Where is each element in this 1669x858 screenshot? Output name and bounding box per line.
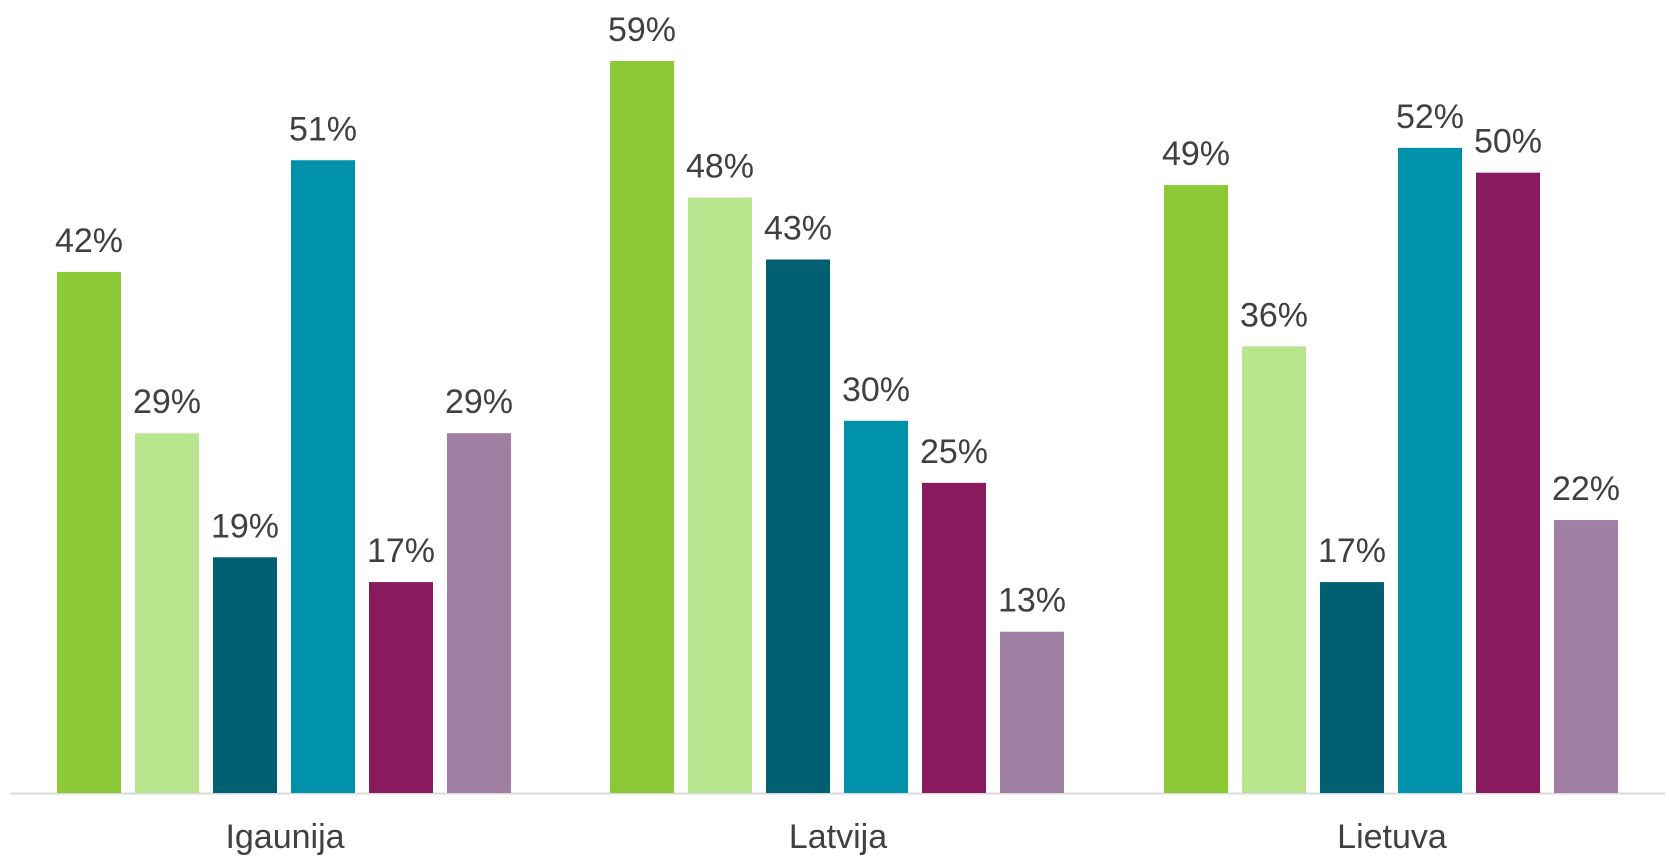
bar-igaunija-series-3 — [213, 557, 277, 793]
bar-lietuva-series-2 — [1242, 346, 1306, 793]
category-label-igaunija: Igaunija — [225, 818, 344, 856]
category-labels-layer: Igaunija Latvija Lietuva — [225, 818, 1446, 856]
value-label-igaunija-series-5: 17% — [367, 532, 435, 570]
bar-latvija-series-2 — [688, 197, 752, 793]
value-label-latvija-series-2: 48% — [686, 147, 754, 185]
value-label-igaunija-series-6: 29% — [445, 383, 513, 421]
value-label-igaunija-series-3: 19% — [211, 507, 279, 545]
value-label-latvija-series-5: 25% — [920, 433, 988, 471]
bar-latvija-series-6 — [1000, 631, 1064, 793]
value-label-igaunija-series-4: 51% — [289, 110, 357, 148]
value-label-igaunija-series-1: 42% — [55, 222, 123, 260]
bar-latvija-series-1 — [610, 61, 674, 793]
category-label-latvija: Latvija — [789, 818, 887, 856]
value-label-lietuva-series-6: 22% — [1552, 470, 1620, 508]
bar-latvija-series-3 — [766, 259, 830, 793]
bar-latvija-series-5 — [922, 482, 986, 793]
bar-igaunija-series-6 — [447, 433, 511, 793]
bar-igaunija-series-1 — [57, 271, 121, 793]
bar-igaunija-series-4 — [291, 160, 355, 793]
bar-igaunija-series-2 — [135, 433, 199, 793]
value-label-lietuva-series-5: 50% — [1474, 123, 1542, 161]
value-label-latvija-series-6: 13% — [998, 582, 1066, 620]
value-label-latvija-series-4: 30% — [842, 371, 910, 409]
bar-lietuva-series-5 — [1476, 172, 1540, 793]
value-label-lietuva-series-2: 36% — [1240, 296, 1308, 334]
value-label-lietuva-series-4: 52% — [1396, 98, 1464, 136]
value-label-lietuva-series-3: 17% — [1318, 532, 1386, 570]
value-label-latvija-series-1: 59% — [608, 11, 676, 49]
value-label-igaunija-series-2: 29% — [133, 383, 201, 421]
bar-latvija-series-4 — [844, 420, 908, 793]
bar-lietuva-series-3 — [1320, 582, 1384, 793]
bar-igaunija-series-5 — [369, 582, 433, 793]
bar-lietuva-series-6 — [1554, 520, 1618, 793]
bar-lietuva-series-4 — [1398, 147, 1462, 793]
value-label-latvija-series-3: 43% — [764, 210, 832, 248]
value-labels-layer: 42% 29% 19% 51% 17% 29% 59% 48% 43% 30% 25% 13% 49% 3… — [55, 11, 1620, 620]
value-label-lietuva-series-1: 49% — [1162, 135, 1230, 173]
category-label-lietuva: Lietuva — [1337, 818, 1447, 856]
bar-lietuva-series-1 — [1164, 185, 1228, 793]
bars-layer — [57, 61, 1618, 793]
